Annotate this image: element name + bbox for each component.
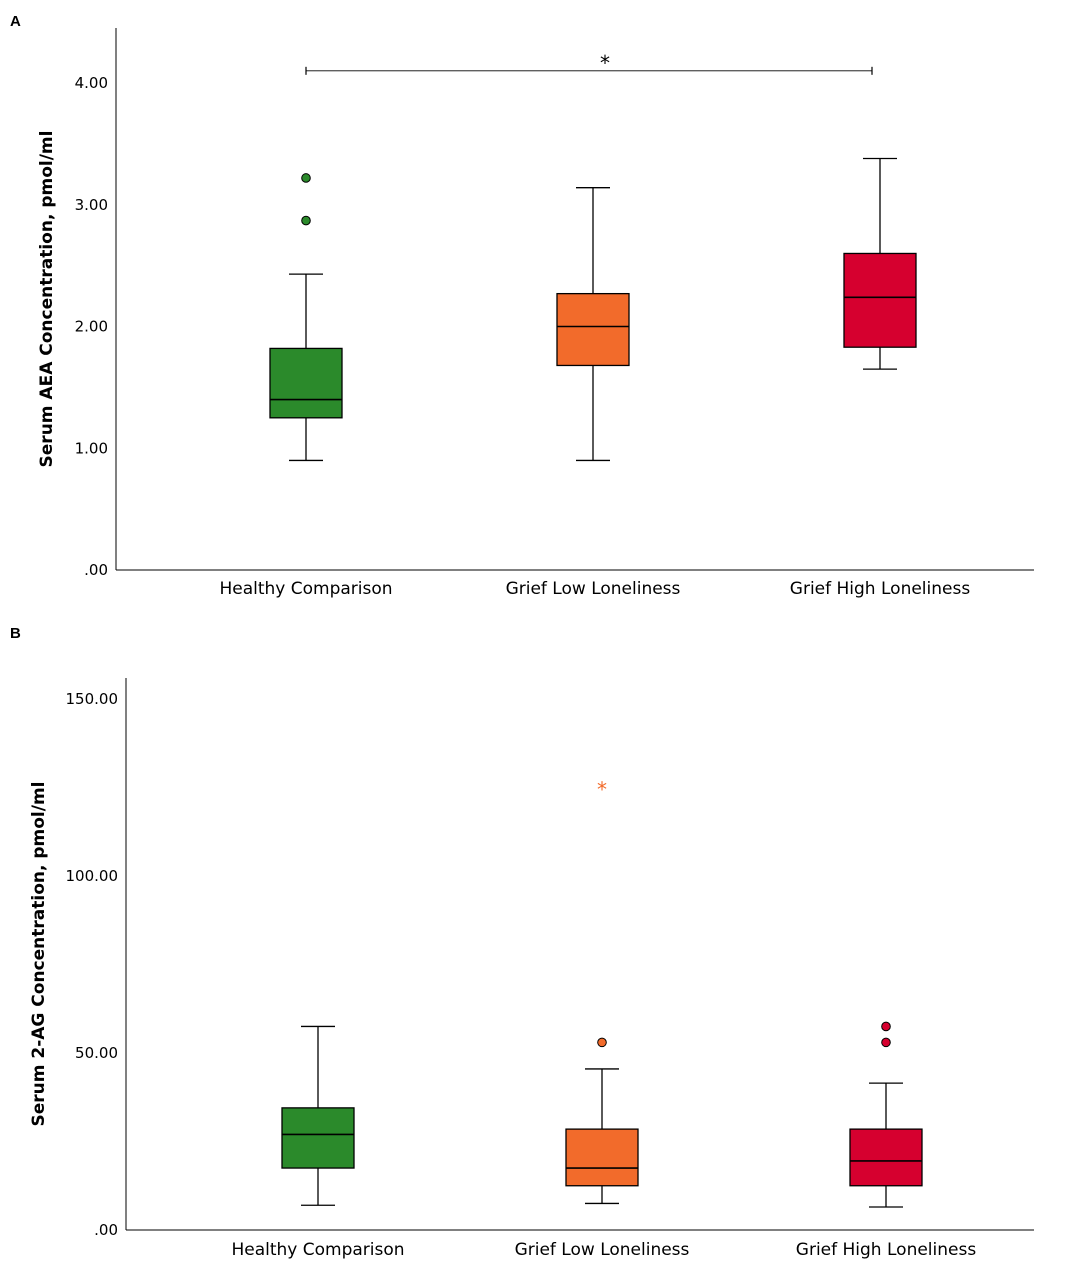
panel-a-y-tick-label: 2.00: [75, 318, 108, 336]
panel-a-box-group-grief-high-loneliness: [843, 157, 917, 370]
outlier-extreme-star: *: [597, 778, 607, 802]
outlier-point: [301, 173, 311, 183]
iqr-box: [556, 292, 630, 367]
panel-b-chart: B .00 50.00 100.00 150.00 Serum 2-AG Concentr…: [10, 625, 1034, 1260]
panel-a-y-tick-label: 3.00: [75, 196, 108, 214]
panel-a-box-group-healthy-comparison: [269, 173, 343, 462]
outlier-point: [597, 1037, 607, 1048]
panel-b-y-tick-label: .00: [94, 1221, 118, 1239]
panel-b-category-label: Grief High Loneliness: [796, 1240, 977, 1260]
panel-a-category-label: Grief Low Loneliness: [506, 579, 681, 599]
panel-a-y-tick-label: 4.00: [75, 74, 108, 92]
panel-b-label: B: [10, 625, 21, 642]
iqr-box: [843, 252, 917, 348]
panel-b-y-tick-label: 50.00: [75, 1044, 118, 1062]
outlier-point: [881, 1021, 891, 1032]
panel-b-y-tick-label: 150.00: [66, 690, 119, 708]
panel-a-y-tick-label: 1.00: [75, 439, 108, 457]
iqr-box: [565, 1128, 639, 1187]
significance-star: *: [600, 51, 610, 75]
panel-b-box-group-grief-low-loneliness: *: [565, 778, 639, 1205]
iqr-box: [281, 1107, 355, 1169]
panel-b-y-tick-label: 100.00: [66, 867, 119, 885]
panel-b-box-group-healthy-comparison: [281, 1025, 355, 1206]
panel-a-chart: A .00 1.00 2.00 3.00 4.00 Serum AEA Concentrat…: [10, 13, 1034, 599]
panel-a-y-tick-label: .00: [84, 561, 108, 579]
panel-a-y-axis-title: Serum AEA Concentration, pmol/ml: [37, 131, 57, 468]
panel-b-category-label: Healthy Comparison: [231, 1240, 404, 1260]
iqr-box: [269, 347, 343, 419]
panel-a-box-group-grief-low-loneliness: [556, 187, 630, 462]
panel-b-box-group-grief-high-loneliness: [849, 1021, 923, 1208]
panel-b-category-label: Grief Low Loneliness: [515, 1240, 690, 1260]
panel-a-significance-bracket: *: [305, 51, 873, 75]
outlier-point: [301, 215, 311, 226]
panel-a-category-label: Grief High Loneliness: [790, 579, 971, 599]
iqr-box: [849, 1128, 923, 1187]
panel-b-y-axis-title: Serum 2-AG Concentration, pmol/ml: [29, 781, 49, 1126]
outlier-point: [881, 1037, 891, 1048]
panel-a-category-label: Healthy Comparison: [219, 579, 392, 599]
panel-a-label: A: [10, 13, 21, 30]
